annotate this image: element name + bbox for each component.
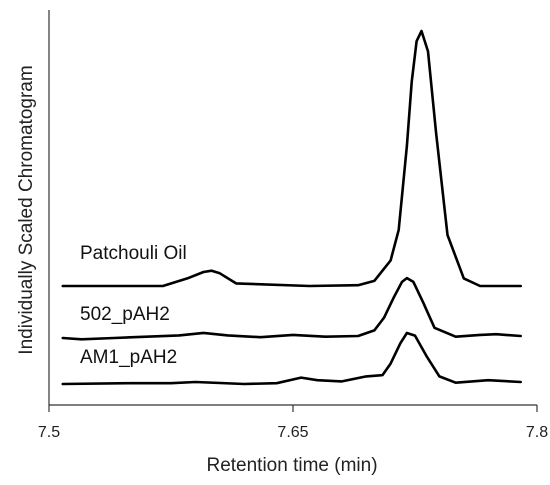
x-tick-label: 7.5 bbox=[38, 424, 60, 441]
trace-name-label: Patchouli Oil bbox=[80, 243, 187, 264]
x-axis-label: Retention time (min) bbox=[206, 455, 377, 476]
chromatogram-traces bbox=[61, 29, 522, 386]
trace-line bbox=[61, 29, 522, 288]
y-axis-label: Individually Scaled Chromatogram bbox=[16, 65, 37, 354]
trace-name-label: AM1_pAH2 bbox=[80, 347, 177, 368]
trace-name-label: 502_pAH2 bbox=[80, 304, 170, 325]
trace-labels: Patchouli Oil 502_pAH2 AM1_pAH2 bbox=[80, 243, 187, 368]
trace-line bbox=[61, 331, 522, 386]
x-tick-label: 7.8 bbox=[526, 424, 548, 441]
trace-line bbox=[61, 276, 522, 341]
x-axis-ticks: 7.5 7.65 7.8 bbox=[38, 405, 548, 441]
x-tick-label: 7.65 bbox=[277, 424, 308, 441]
